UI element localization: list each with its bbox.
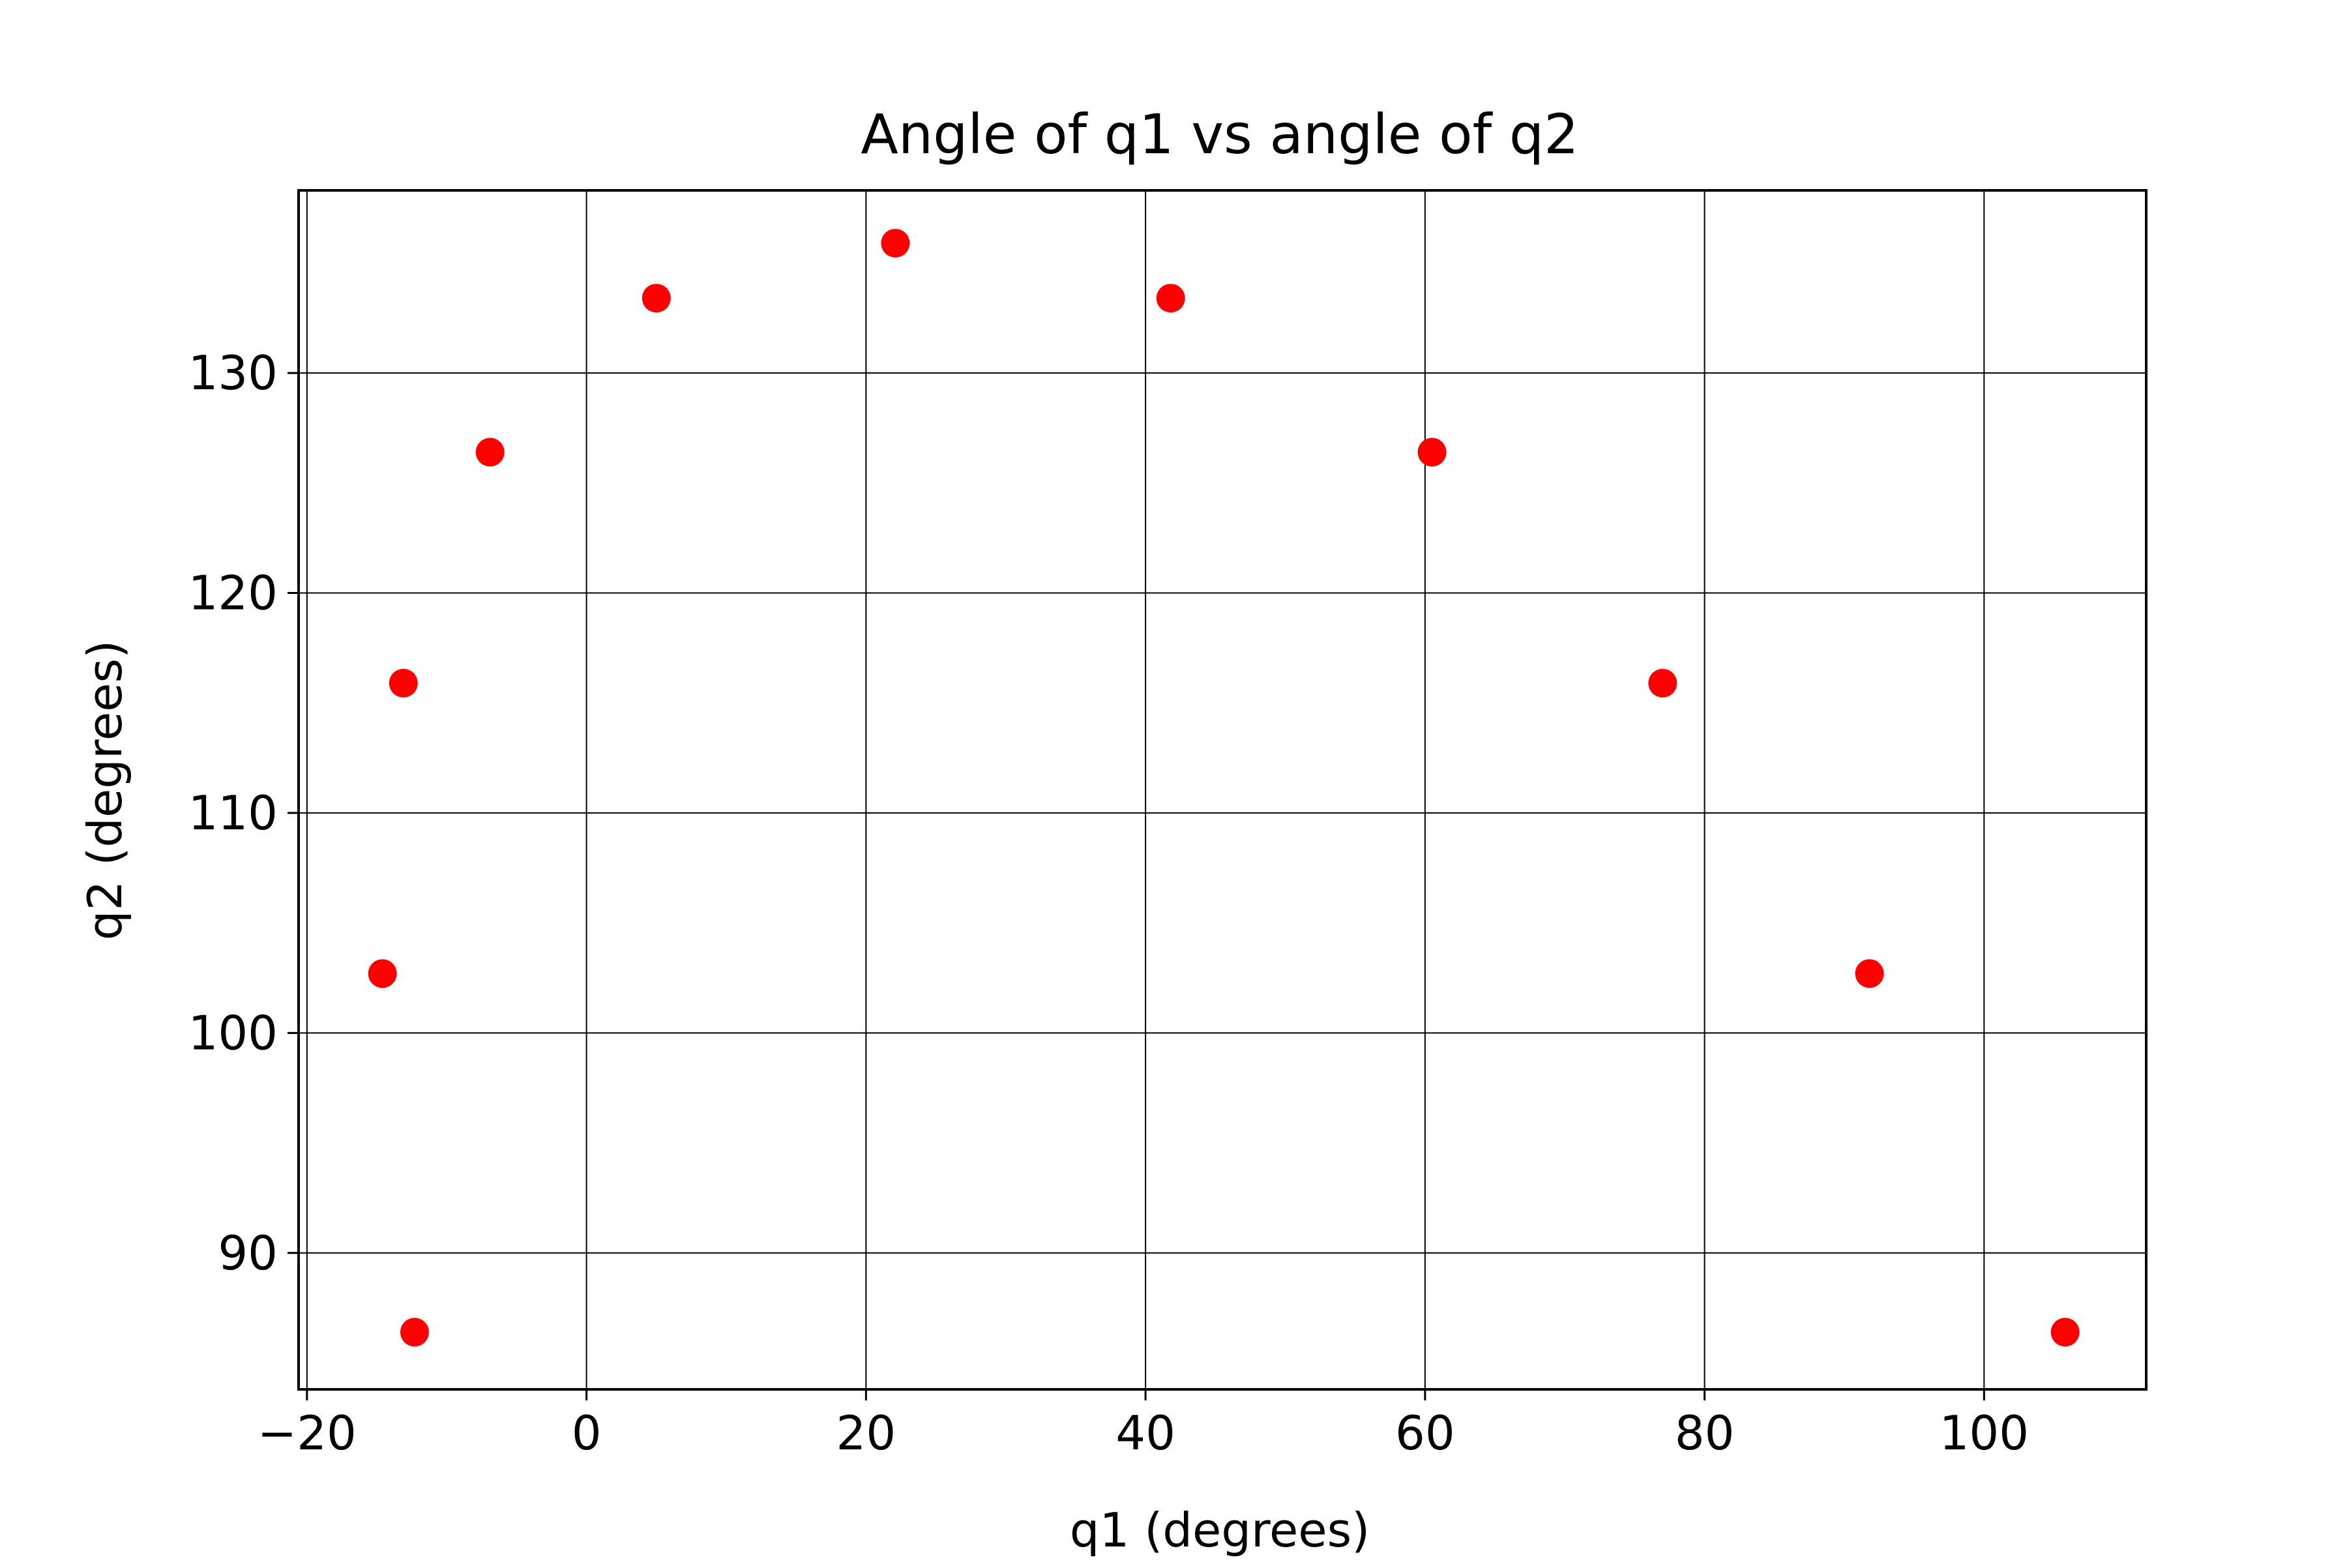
data-point: [475, 437, 505, 467]
data-point: [881, 228, 910, 258]
x-axis-ticks: −20 0 20 40 60 80 100: [258, 1389, 2029, 1460]
x-tick-label: 60: [1395, 1406, 1455, 1460]
x-tick-label: 80: [1675, 1406, 1735, 1460]
y-tick-label: 120: [188, 565, 278, 620]
x-tick-label: 100: [1940, 1406, 2029, 1460]
y-tick-label: 110: [188, 786, 278, 840]
data-point: [1156, 284, 1185, 313]
x-tick-label: −20: [258, 1406, 357, 1460]
chart-title: Angle of q1 vs angle of q2: [861, 102, 1578, 166]
data-point: [1855, 959, 1884, 988]
x-axis-label: q1 (degrees): [1070, 1503, 1370, 1558]
y-tick-label: 130: [188, 346, 278, 400]
data-point: [368, 959, 397, 988]
data-point: [400, 1318, 429, 1347]
data-point: [1417, 437, 1447, 467]
data-point: [389, 668, 418, 698]
x-tick-label: 20: [836, 1406, 896, 1460]
y-tick-label: 100: [188, 1005, 278, 1060]
data-points: [368, 228, 2080, 1347]
y-axis-label: q2 (degrees): [78, 640, 132, 940]
y-tick-label: 90: [218, 1226, 278, 1280]
data-point: [2050, 1318, 2080, 1347]
data-point: [1648, 668, 1677, 698]
grid: [299, 190, 2146, 1389]
y-axis-ticks: 90 100 110 120 130: [188, 346, 299, 1280]
x-tick-label: 40: [1115, 1406, 1175, 1460]
data-point: [642, 284, 671, 313]
x-tick-label: 0: [572, 1406, 602, 1460]
plot-frame: [297, 189, 2148, 1391]
